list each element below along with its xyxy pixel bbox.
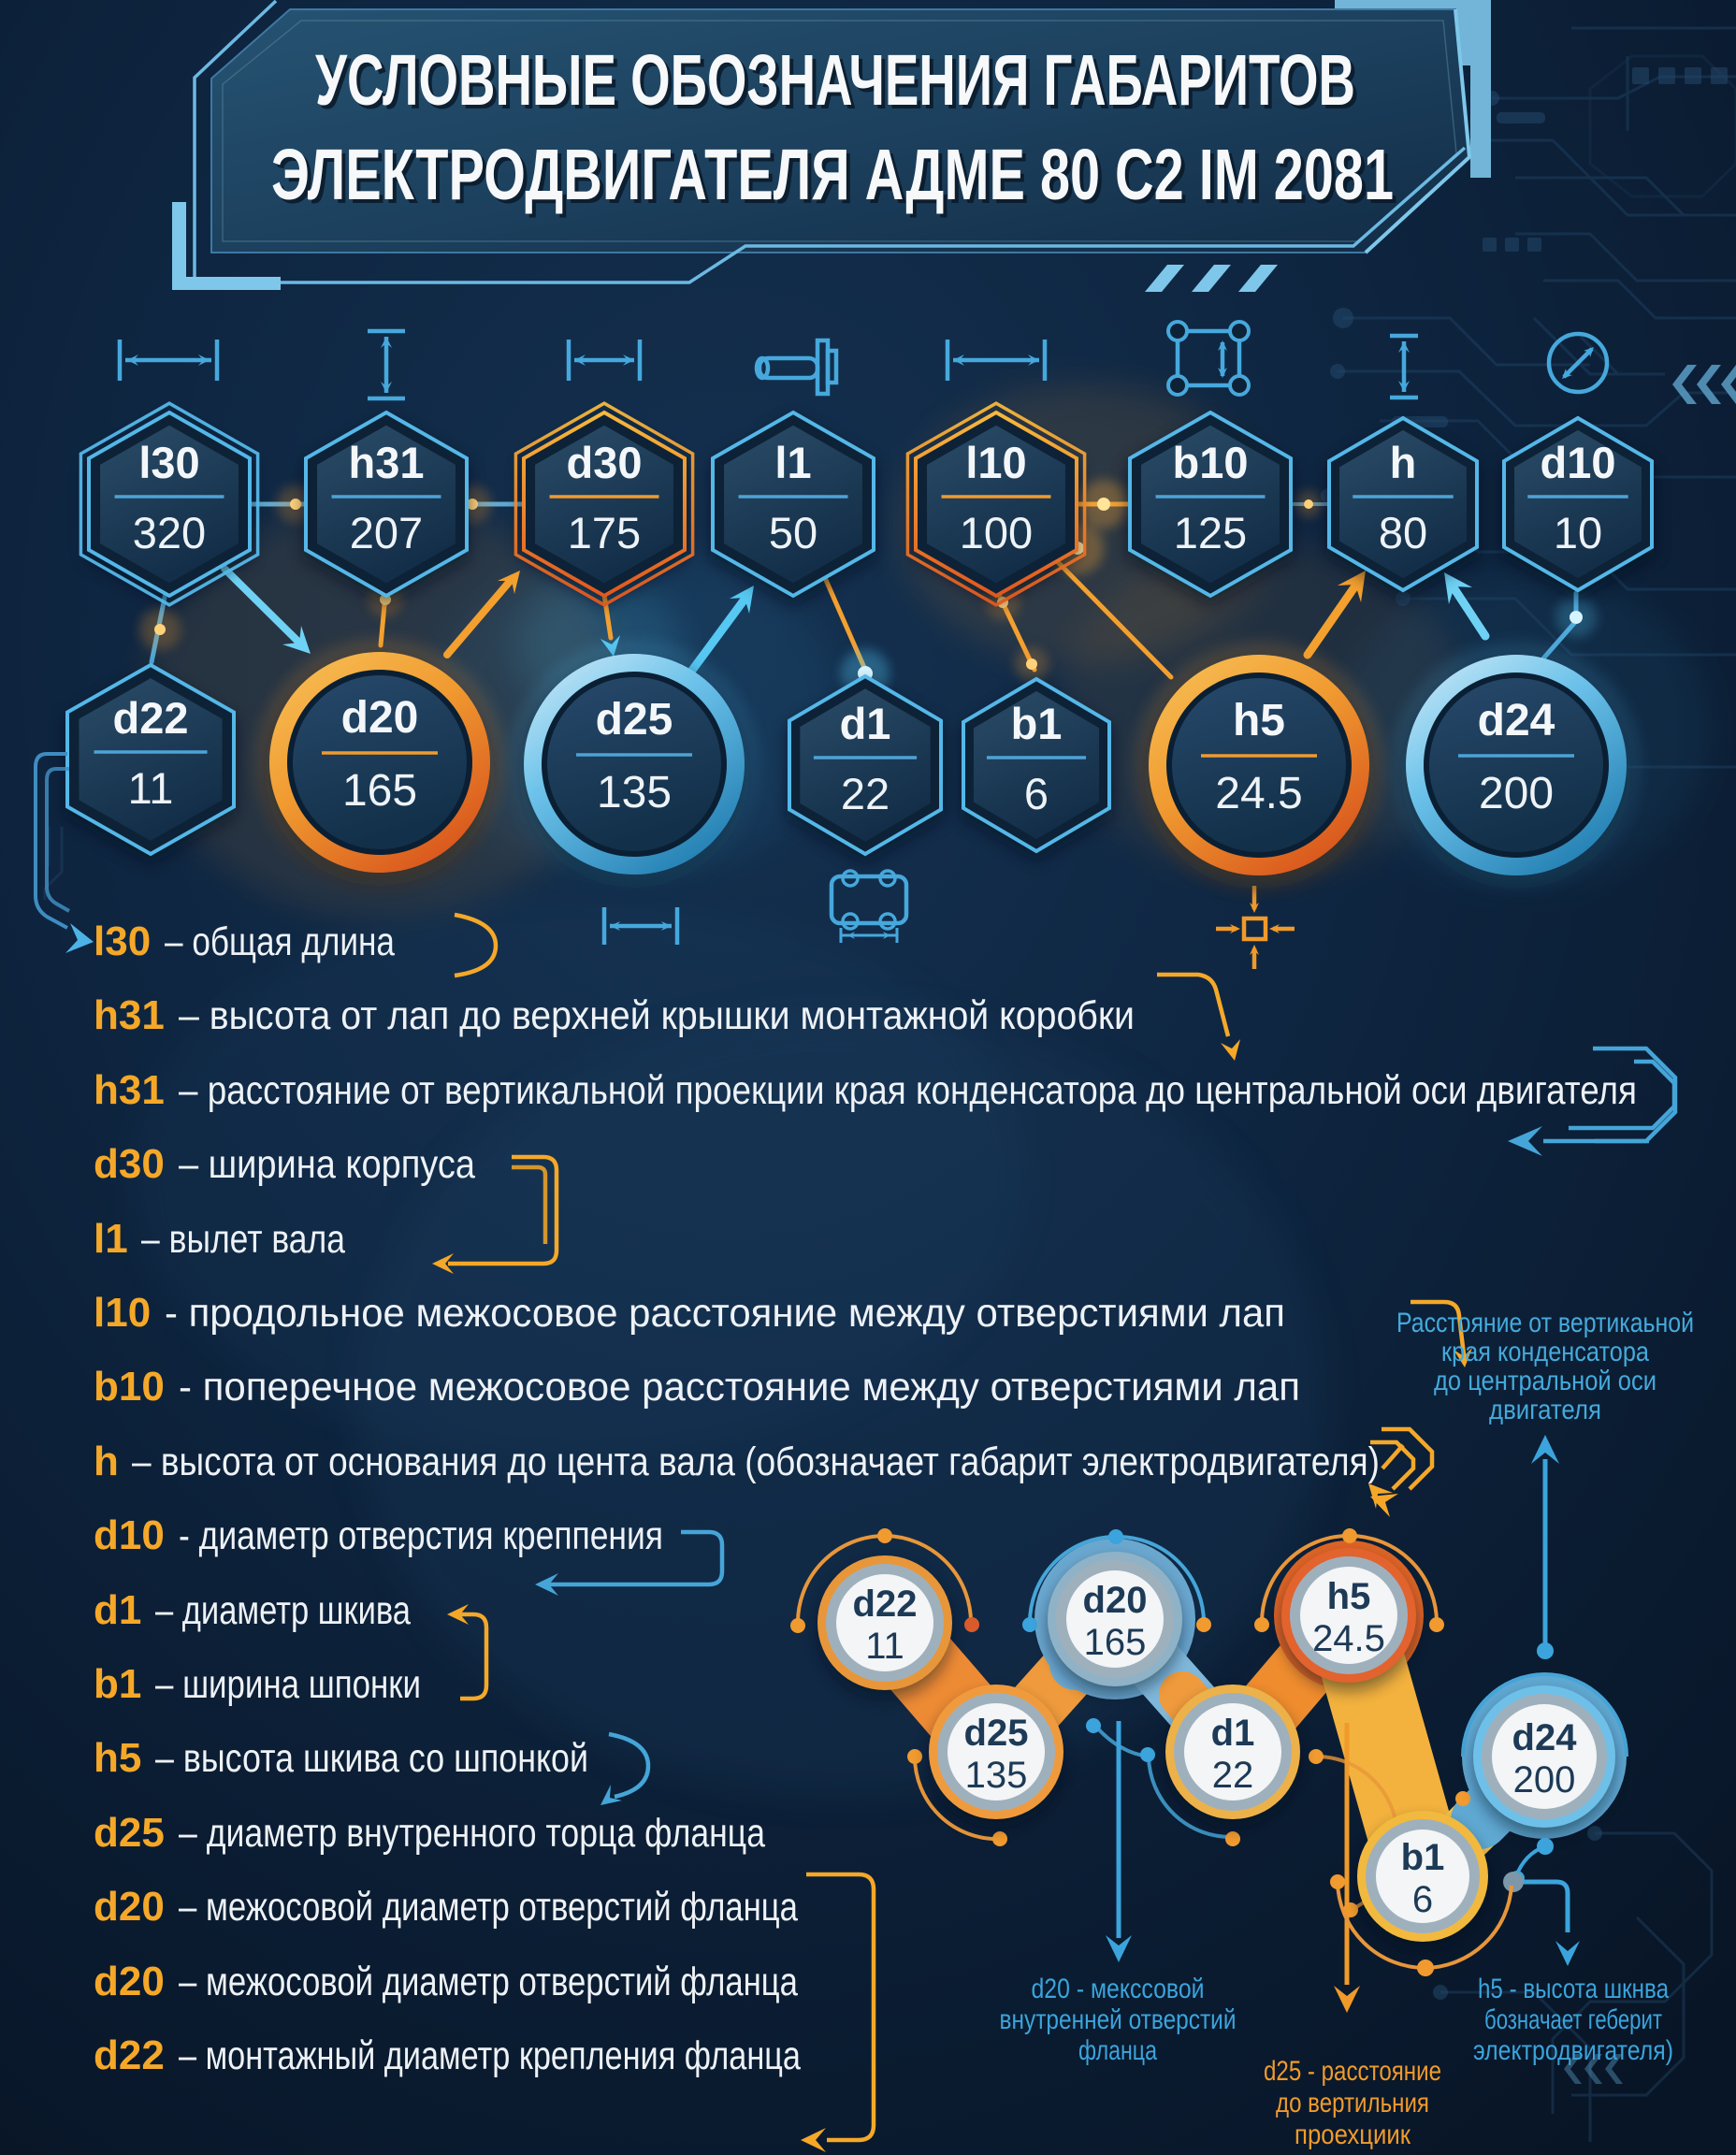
svg-text:11: 11 — [865, 1626, 904, 1667]
svg-text:l1: l1 — [774, 438, 811, 487]
svg-text:проехциик: проехциик — [1295, 2119, 1411, 2150]
svg-text:– межосовой диаметр отверстий: – межосовой диаметр отверстий фланца — [179, 1885, 798, 1930]
svg-text:– ширина корпуса: – ширина корпуса — [179, 1142, 475, 1187]
svg-text:h5: h5 — [94, 1735, 141, 1781]
svg-text:электродвигателя): электродвигателя) — [1473, 2035, 1673, 2066]
svg-text:d25 - расстояние: d25 - расстояние — [1264, 2056, 1441, 2087]
svg-text:УСЛОВНЫЕ ОБОЗНАЧЕНИЯ ГАБАРИТОВ: УСЛОВНЫЕ ОБОЗНАЧЕНИЯ ГАБАРИТОВ — [315, 40, 1355, 121]
svg-text:– диаметр шкива: – диаметр шкива — [155, 1588, 411, 1633]
svg-text:10: 10 — [1554, 508, 1602, 557]
svg-text:- продольное межосовое расстоя: - продольное межосовое расстояние между … — [165, 1291, 1285, 1336]
svg-text:d10: d10 — [94, 1512, 165, 1558]
svg-text:внутренней отверстий: внутренней отверстий — [1000, 2004, 1237, 2035]
svg-text:l1: l1 — [94, 1216, 128, 1262]
svg-text:– межосовой диаметр отверстий: – межосовой диаметр отверстий фланца — [179, 1960, 798, 2004]
svg-text:двигателя: двигателя — [1489, 1395, 1601, 1425]
svg-text:135: 135 — [597, 768, 672, 817]
svg-text:– монтажный диаметр крепления: – монтажный диаметр крепления фланца — [179, 2033, 801, 2078]
svg-text:d22: d22 — [94, 2032, 165, 2078]
svg-text:УСЛОВНЫЕ ОБОЗНАЧЕНИЯ ГАБАРИТОВ: УСЛОВНЫЕ ОБОЗНАЧЕНИЯ ГАБАРИТОВ — [319, 44, 1359, 124]
svg-text:d20: d20 — [1083, 1580, 1148, 1621]
svg-text:b1: b1 — [1401, 1837, 1445, 1878]
svg-text:– высота от лап до верхней кры: – высота от лап до верхней крышки монтаж… — [179, 993, 1135, 1038]
svg-text:d25: d25 — [596, 695, 673, 745]
svg-text:d20: d20 — [94, 1884, 165, 1930]
svg-text:Расстояние от вертикаьной: Расстояние от вертикаьной — [1396, 1308, 1694, 1338]
svg-text:175: 175 — [568, 508, 641, 557]
svg-text:d20: d20 — [341, 693, 419, 743]
svg-text:края конденсатора: края конденсатора — [1441, 1337, 1649, 1367]
svg-text:80: 80 — [1379, 508, 1427, 557]
svg-text:– высота шкива со шпонкой: – высота шкива со шпонкой — [155, 1736, 588, 1781]
svg-text:h5: h5 — [1233, 696, 1285, 745]
svg-text:до вертильния: до вертильния — [1276, 2088, 1429, 2119]
svg-text:125: 125 — [1174, 508, 1247, 557]
svg-text:11: 11 — [128, 763, 174, 813]
svg-text:l30: l30 — [138, 438, 199, 487]
svg-text:– вылет вала: – вылет вала — [141, 1217, 345, 1262]
svg-text:l10: l10 — [965, 438, 1026, 487]
svg-text:– диаметр внутренного торца фл: – диаметр внутренного торца фланца — [179, 1811, 765, 1856]
svg-text:165: 165 — [342, 766, 417, 816]
svg-text:d10: d10 — [1541, 438, 1616, 487]
svg-text:d1: d1 — [1211, 1713, 1255, 1754]
svg-text:b10: b10 — [1173, 438, 1249, 487]
svg-text:6: 6 — [1024, 769, 1049, 818]
svg-text:– ширина шпонки: – ширина шпонки — [155, 1662, 421, 1707]
svg-text:h31: h31 — [349, 438, 425, 487]
svg-text:d24: d24 — [1512, 1717, 1578, 1758]
svg-text:h: h — [1390, 438, 1417, 487]
svg-text:d30: d30 — [567, 438, 643, 487]
svg-text:50: 50 — [769, 508, 817, 557]
svg-text:d24: d24 — [1478, 696, 1555, 745]
svg-text:h31: h31 — [94, 1067, 165, 1113]
svg-text:200: 200 — [1479, 769, 1554, 818]
svg-text:135: 135 — [965, 1755, 1028, 1796]
svg-text:h31: h31 — [94, 992, 165, 1038]
svg-text:фланца: фланца — [1078, 2035, 1157, 2066]
svg-text:22: 22 — [1212, 1755, 1254, 1796]
svg-text:24.5: 24.5 — [1312, 1618, 1385, 1659]
svg-text:d20: d20 — [94, 1959, 165, 2004]
svg-text:b10: b10 — [94, 1364, 165, 1410]
svg-text:l30: l30 — [94, 918, 151, 964]
svg-text:d22: d22 — [113, 693, 189, 743]
svg-text:- диаметр отверстия креппения: - диаметр отверстия креппения — [179, 1513, 663, 1558]
svg-text:l10: l10 — [94, 1290, 151, 1336]
svg-text:d30: d30 — [94, 1141, 165, 1187]
svg-text:h5: h5 — [1327, 1576, 1371, 1617]
svg-text:бозначает геберит: бозначает геберит — [1484, 2004, 1662, 2035]
svg-text:– общая длина: – общая длина — [165, 919, 395, 964]
svg-text:b1: b1 — [1011, 699, 1063, 748]
svg-text:– расстояние от вертикальной п: – расстояние от вертикальной проекции кр… — [179, 1068, 1637, 1113]
svg-text:320: 320 — [133, 508, 206, 557]
svg-text:d25: d25 — [94, 1810, 165, 1856]
svg-text:d22: d22 — [853, 1584, 918, 1625]
svg-text:d25: d25 — [964, 1713, 1029, 1754]
svg-text:d1: d1 — [94, 1587, 141, 1633]
svg-text:d1: d1 — [840, 699, 891, 748]
svg-text:207: 207 — [350, 508, 423, 557]
svg-text:– высота от основания до цента: – высота от основания до цента вала (обо… — [132, 1439, 1380, 1484]
svg-text:22: 22 — [841, 769, 890, 818]
svg-text:100: 100 — [960, 508, 1033, 557]
svg-text:b1: b1 — [94, 1661, 141, 1707]
svg-text:h: h — [94, 1439, 119, 1484]
svg-text:24.5: 24.5 — [1215, 769, 1302, 818]
svg-text:d20 - мекссовой: d20 - мекссовой — [1032, 1974, 1205, 2004]
svg-text:165: 165 — [1084, 1622, 1147, 1663]
svg-text:- поперечное межосовое расстоя: - поперечное межосовое расстояние между … — [179, 1365, 1300, 1410]
svg-text:ЭЛЕКТРОДВИГАТЕЛЯ АДМЕ 80 С2 IM: ЭЛЕКТРОДВИГАТЕЛЯ АДМЕ 80 С2 IM 2081 — [275, 138, 1397, 219]
svg-text:6: 6 — [1412, 1879, 1433, 1920]
svg-text:до центральной оси: до центральной оси — [1434, 1366, 1656, 1396]
svg-text:ЭЛЕКТРОДВИГАТЕЛЯ АДМЕ 80 С2 IM: ЭЛЕКТРОДВИГАТЕЛЯ АДМЕ 80 С2 IM 2081 — [271, 135, 1394, 215]
svg-text:h5 - высота шкнва: h5 - высота шкнва — [1478, 1974, 1669, 2004]
svg-text:200: 200 — [1513, 1759, 1576, 1801]
